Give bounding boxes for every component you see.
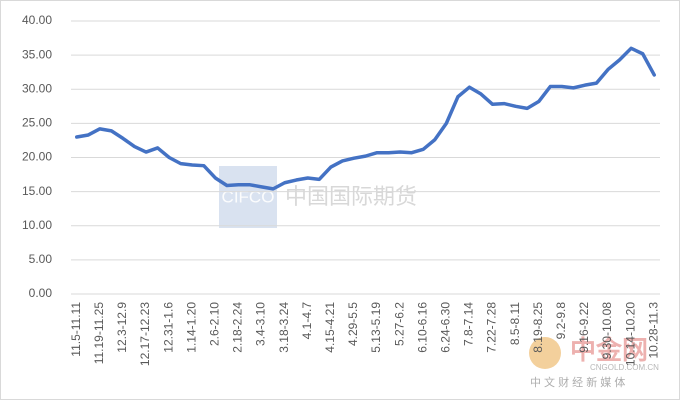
watermark: CNGOLD.COM.CN — [590, 363, 659, 372]
x-tick-label: 10.28-11.3 — [646, 302, 660, 359]
x-tick-label: 12.17-12.23 — [138, 302, 152, 366]
watermark: 中 文 财 经 新 媒 体 — [530, 375, 625, 389]
x-tick-label: 2.6-2.10 — [208, 302, 222, 346]
y-tick-label: 25.00 — [22, 116, 52, 130]
x-tick-label: 7.8-7.14 — [462, 302, 476, 346]
y-tick-label: 40.00 — [22, 13, 52, 27]
x-tick-label: 11.5-11.11 — [69, 302, 83, 357]
watermark: 中金网 — [570, 335, 648, 365]
x-tick-label: 10.14-10.20 — [623, 302, 637, 366]
x-tick-label: 4.15-4.21 — [323, 302, 337, 353]
watermark-box — [219, 166, 277, 228]
y-tick-label: 10.00 — [22, 218, 52, 232]
x-tick-label: 3.4-3.10 — [254, 302, 268, 346]
x-tick-label: 6.10-6.16 — [415, 302, 429, 353]
y-tick-label: 15.00 — [22, 184, 52, 198]
watermark: 中国国际期货 — [285, 184, 417, 209]
x-tick-label: 9.16-9.22 — [577, 302, 591, 353]
y-tick-label: 0.00 — [29, 286, 53, 300]
x-tick-label: 6.24-6.30 — [439, 302, 453, 353]
x-tick-label: 8.19-8.25 — [531, 302, 545, 353]
x-tick-label: 4.1-4.7 — [300, 302, 314, 340]
x-tick-label: 7.22-7.28 — [485, 302, 499, 353]
x-tick-label: 9.30-10.08 — [600, 302, 614, 360]
x-tick-label: 4.29-5.5 — [346, 302, 360, 346]
watermark-logo — [529, 337, 561, 369]
x-tick-label: 9.2-9.8 — [554, 302, 568, 340]
y-tick-label: 5.00 — [29, 252, 53, 266]
x-tick-label: 1.14-1.20 — [184, 302, 198, 353]
x-tick-label: 2.18-2.24 — [231, 302, 245, 353]
x-tick-label: 12.31-1.6 — [161, 302, 175, 353]
watermark: CIFCO — [222, 187, 275, 206]
x-tick-label: 5.27-6.2 — [392, 302, 406, 346]
y-tick-label: 35.00 — [22, 47, 52, 61]
x-tick-label: 8.5-8.11 — [508, 302, 522, 345]
y-tick-label: 20.00 — [22, 150, 52, 164]
x-tick-label: 12.3-12.9 — [115, 302, 129, 353]
x-tick-label: 11.19-11.25 — [92, 302, 106, 365]
x-tick-label: 5.13-5.19 — [369, 302, 383, 353]
line-series — [75, 46, 656, 191]
x-tick-label: 3.18-3.24 — [277, 302, 291, 353]
y-tick-label: 30.00 — [22, 81, 52, 95]
